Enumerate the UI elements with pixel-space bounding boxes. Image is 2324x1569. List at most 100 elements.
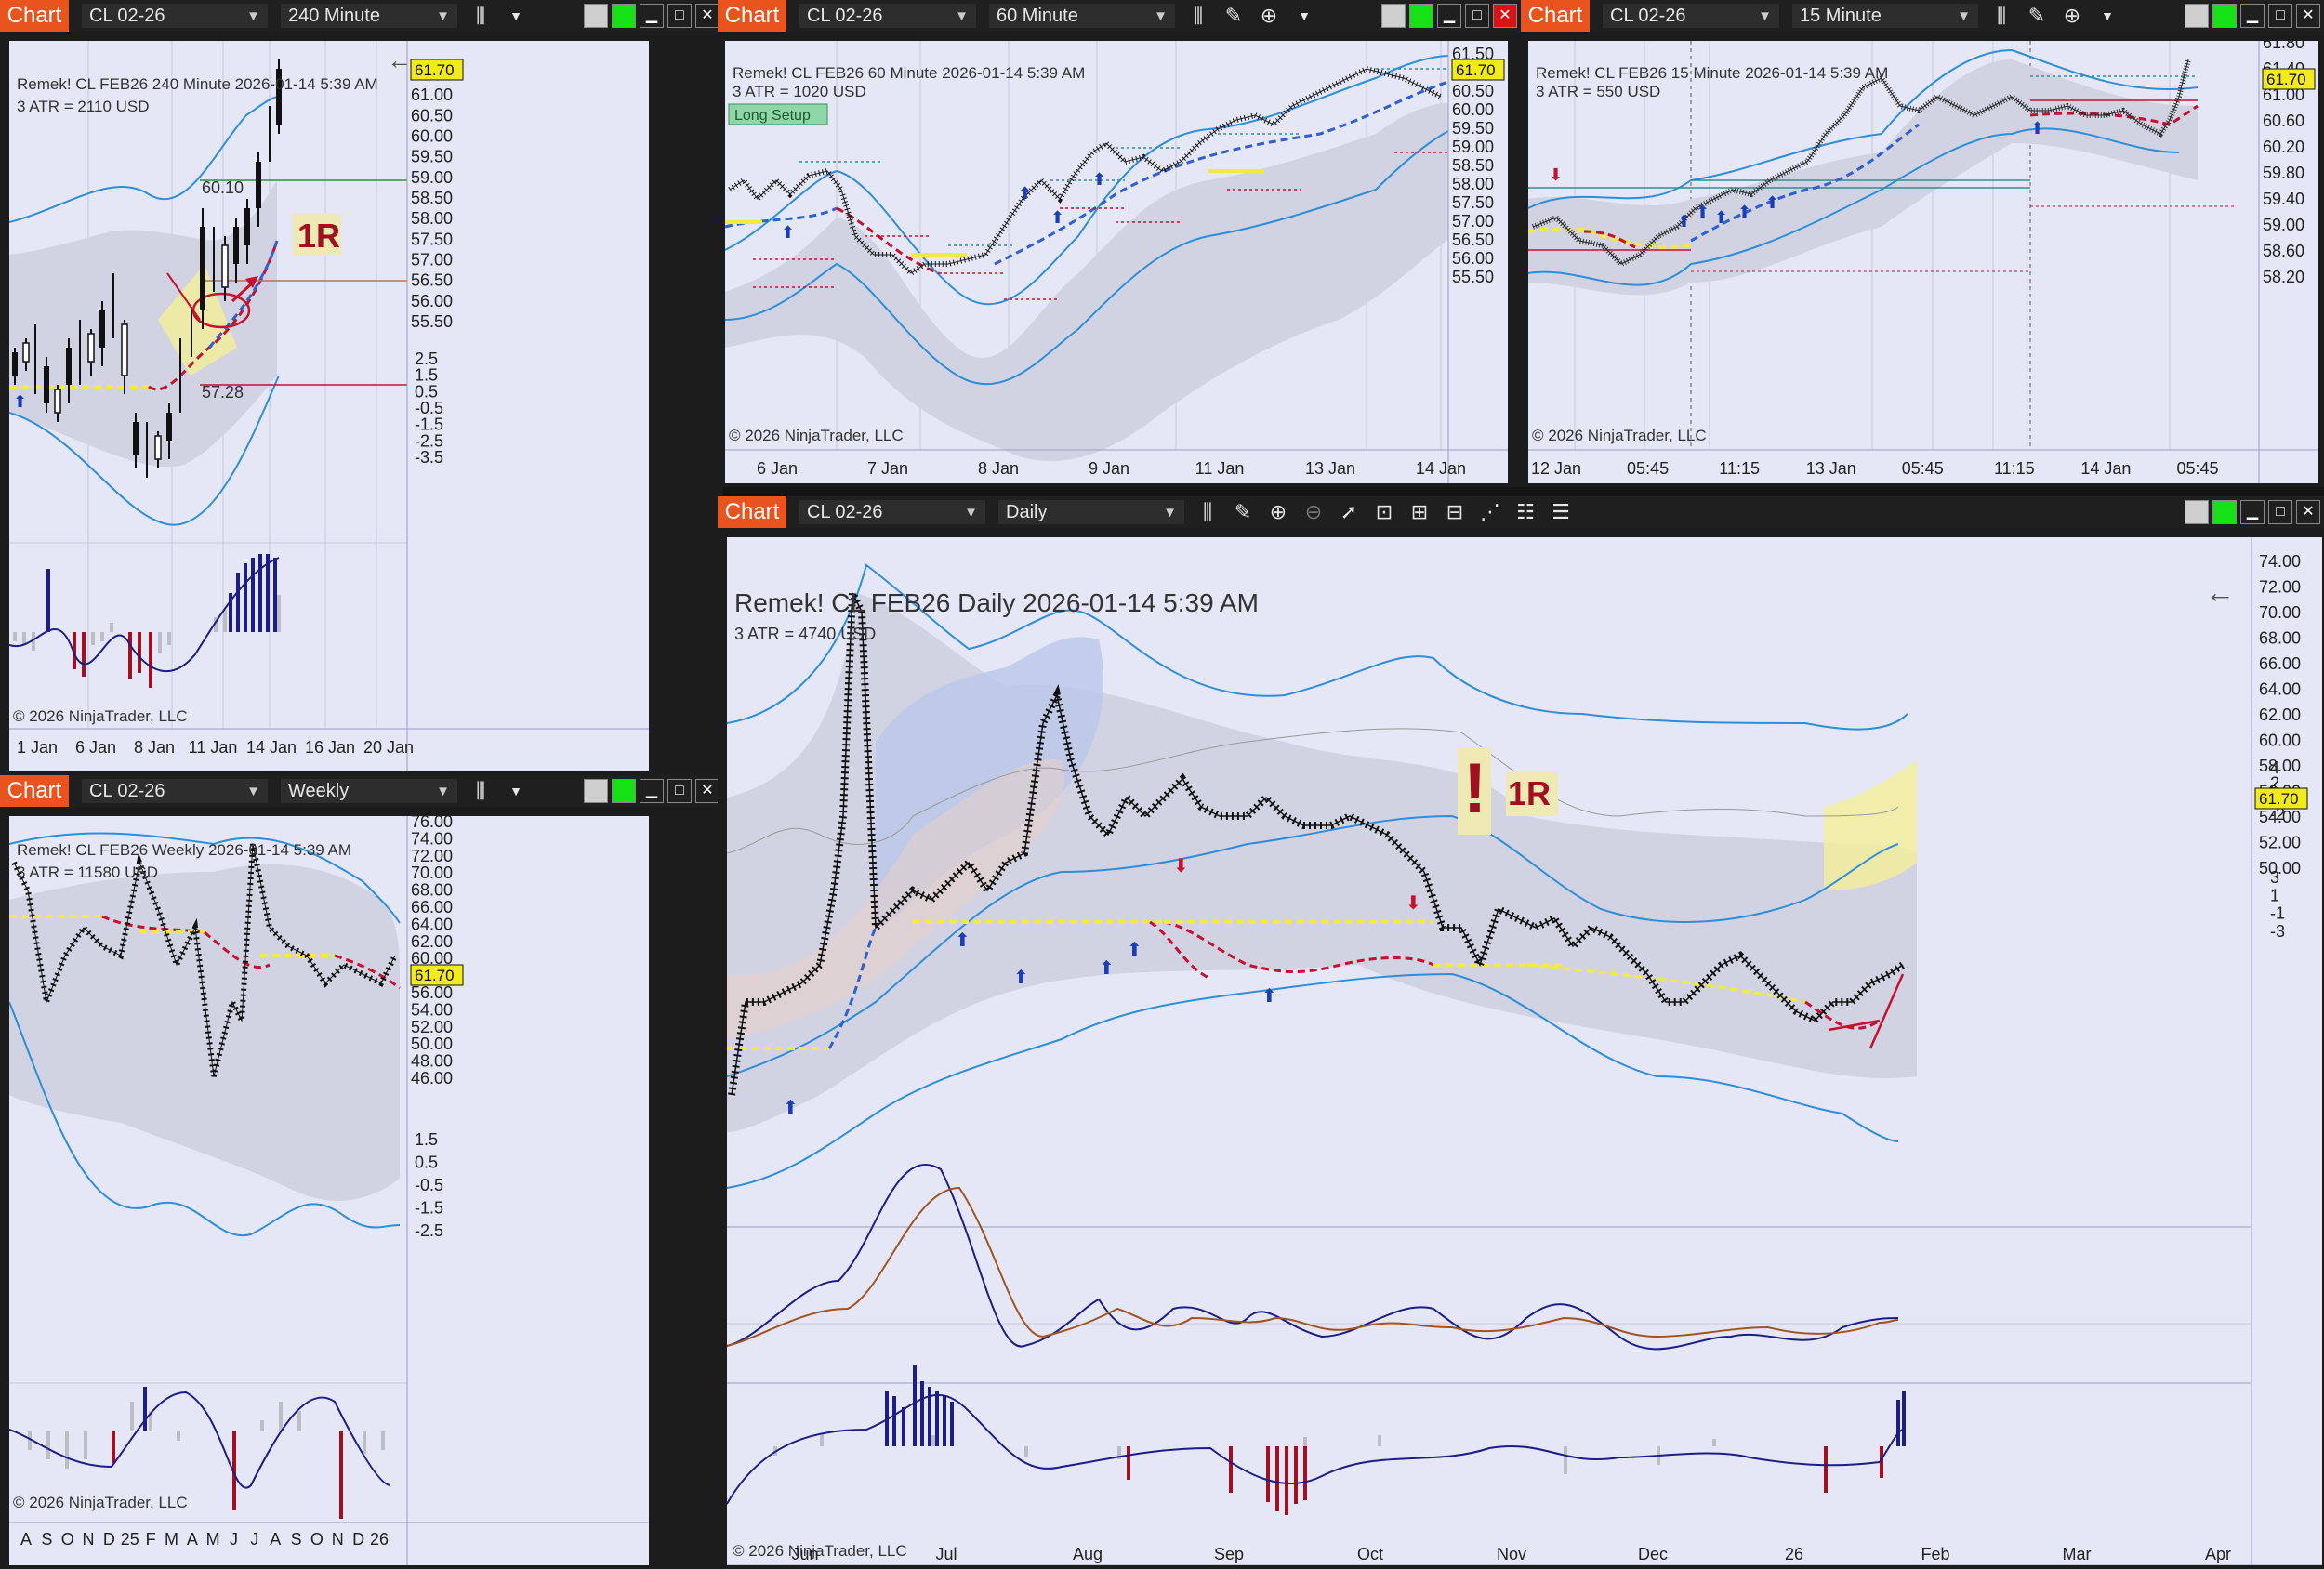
screenshot-icon[interactable]: ⊟ (1446, 500, 1464, 523)
instrument-value: CL 02-26 (807, 501, 883, 522)
axis-tick-label: O (310, 1530, 324, 1549)
axis-tick-label: 56.00 (411, 983, 453, 1002)
properties-icon[interactable]: ☷ (1516, 500, 1535, 523)
axis-tick-label: 59.40 (2263, 190, 2304, 208)
svg-text:⬆: ⬆ (1099, 958, 1115, 979)
axis-tick-label: J (250, 1530, 258, 1549)
close-button[interactable]: ✕ (695, 4, 720, 28)
axis-tick-label: N (332, 1530, 344, 1549)
bar-style-icon[interactable]: ⫼ (475, 779, 486, 802)
green-link-button[interactable] (612, 779, 636, 803)
chart-plot-area[interactable]: 60.10 57.28 1R ⬆ ← Remek! CL FEB26 240 M… (9, 41, 649, 771)
drawing-pencil-icon[interactable]: ✎ (1224, 4, 1243, 27)
chart-plot-area[interactable]: Remek! CL FEB26 Weekly 2026-01-14 5:39 A… (9, 816, 649, 1565)
chart-menu-button[interactable]: Chart (1521, 0, 1590, 32)
chart-window-240min: Chart CL 02-26 ▼ 240 Minute ▼ ⫼ ▼ ▁ □ ✕ 60… (0, 0, 723, 775)
zoom-in-icon[interactable]: ⊕ (1260, 4, 1278, 27)
chart-title: Remek! CL FEB26 15 Minute 2026-01-14 5:3… (1536, 64, 1888, 82)
timeframe-selector[interactable]: Daily ▼ (998, 500, 1184, 524)
instrument-selector[interactable]: CL 02-26 ▼ (82, 4, 268, 28)
green-link-button[interactable] (612, 4, 636, 28)
chart-menu-button[interactable]: Chart (0, 0, 69, 32)
zoom-in-icon[interactable]: ⊕ (1269, 500, 1287, 523)
axis-tick-label: Sep (1214, 1545, 1244, 1563)
close-button[interactable]: ✕ (2296, 4, 2320, 28)
minimize-button[interactable]: ▁ (2240, 4, 2265, 28)
axis-tick-label: 8 Jan (134, 738, 175, 757)
instrument-selector[interactable]: CL 02-26 ▼ (82, 779, 268, 803)
green-link-button[interactable] (1409, 4, 1433, 28)
data-box-icon[interactable]: ⊡ (1375, 500, 1393, 523)
indicators-list-icon[interactable]: ☰ (1552, 500, 1570, 523)
axis-tick-label: 60.50 (1452, 82, 1494, 100)
axis-tick-label: 50.00 (2259, 859, 2301, 877)
maximize-button[interactable]: □ (667, 779, 692, 803)
instrument-selector[interactable]: CL 02-26 ▼ (1603, 4, 1779, 28)
oscillator-histogram (727, 1365, 1906, 1515)
dropdown-arrow-icon[interactable]: ▼ (1298, 8, 1311, 23)
chart-trader-icon[interactable]: ⊞ (1410, 500, 1429, 523)
close-button[interactable]: ✕ (2296, 500, 2320, 524)
window-controls: ▁ □ ✕ (584, 4, 720, 28)
zoom-in-icon[interactable]: ⊕ (2063, 4, 2081, 27)
svg-text:⬆: ⬆ (1261, 986, 1277, 1007)
chart-plot-area[interactable]: ⬆ ⬆ ⬆ ⬆ ⬆ ⬆ ⬇ ⬇ ! 1R Remek! CL FEB26 Daily 202… (727, 537, 2322, 1565)
axis-tick-label: 59.50 (1452, 119, 1494, 138)
instrument-selector[interactable]: CL 02-26 ▼ (799, 4, 976, 28)
close-button[interactable]: ✕ (1493, 4, 1517, 28)
bar-style-icon[interactable]: ⫼ (1193, 4, 1204, 27)
timeframe-selector[interactable]: 60 Minute ▼ (989, 4, 1175, 28)
bar-style-icon[interactable]: ⫼ (1996, 4, 2007, 27)
svg-text:⬆: ⬆ (1696, 203, 1710, 221)
green-link-button[interactable] (2212, 4, 2237, 28)
gray-link-button[interactable] (1381, 4, 1406, 28)
axis-tick-label: 76.00 (411, 816, 453, 831)
drawing-pencil-icon[interactable]: ✎ (1234, 500, 1252, 523)
maximize-button[interactable]: □ (2268, 4, 2292, 28)
gray-link-button[interactable] (2185, 4, 2209, 28)
axis-tick-label: D (103, 1530, 115, 1549)
timeframe-selector[interactable]: Weekly ▼ (281, 779, 457, 803)
dropdown-arrow-icon[interactable]: ▼ (509, 8, 522, 23)
dropdown-arrow-icon[interactable]: ▼ (2101, 8, 2114, 23)
maximize-button[interactable]: □ (2268, 500, 2292, 524)
zoom-out-icon[interactable]: ⊖ (1304, 500, 1323, 523)
chart-menu-button[interactable]: Chart (0, 775, 69, 807)
maximize-button[interactable]: □ (1465, 4, 1489, 28)
gray-link-button[interactable] (2185, 500, 2209, 524)
axis-tick-label: -1.5 (415, 1199, 443, 1218)
time-axis: 6 Jan 7 Jan 8 Jan 9 Jan 11 Jan 13 Jan 14 Jan (757, 459, 1466, 478)
green-link-button[interactable] (2212, 500, 2237, 524)
bar-style-icon[interactable]: ⫼ (475, 4, 486, 27)
back-arrow-icon[interactable]: ← (2205, 575, 2235, 609)
timeframe-selector[interactable]: 15 Minute ▼ (1792, 4, 1978, 28)
maximize-button[interactable]: □ (667, 4, 692, 28)
gray-link-button[interactable] (584, 4, 608, 28)
chart-menu-button[interactable]: Chart (718, 496, 786, 528)
last-price-label: 61.70 (2259, 790, 2299, 808)
instrument-selector[interactable]: CL 02-26 ▼ (799, 500, 985, 524)
minimize-button[interactable]: ▁ (640, 779, 664, 803)
chart-window-weekly: Chart CL 02-26 ▼ Weekly ▼ ⫼ ▼ ▁ □ ✕ Remek!… (0, 775, 723, 1569)
chart-menu-button[interactable]: Chart (718, 0, 786, 32)
svg-text:⬆: ⬆ (1677, 212, 1691, 231)
strategies-icon[interactable]: ⋰ (1480, 500, 1500, 523)
dropdown-arrow-icon[interactable]: ▼ (509, 784, 522, 798)
drawing-pencil-icon[interactable]: ✎ (2027, 4, 2046, 27)
chart-plot-area[interactable]: ⬆ ⬆ ⬆ ⬆ Remek! CL FEB26 60 Minute 2026-01-1… (725, 41, 1508, 483)
axis-tick-label: A (187, 1530, 198, 1549)
gray-link-button[interactable] (584, 779, 608, 803)
axis-tick-label: -1 (2270, 904, 2285, 923)
minimize-button[interactable]: ▁ (640, 4, 664, 28)
timeframe-selector[interactable]: 240 Minute ▼ (281, 4, 457, 28)
minimize-button[interactable]: ▁ (2240, 500, 2265, 524)
chart-plot-area[interactable]: ⬆ ⬆ ⬆ ⬆ ⬆ ⬆ ⬇ Remek! CL FEB26 15 Minute 2026-… (1528, 41, 2318, 483)
axis-tick-label: -3.5 (415, 448, 443, 467)
pointer-icon[interactable]: ➚ (1340, 500, 1358, 523)
axis-tick-label: 3 (2270, 868, 2279, 887)
bar-style-icon[interactable]: ⫼ (1202, 500, 1213, 523)
window-controls: ▁ □ ✕ (584, 779, 720, 803)
axis-tick-label: 52.00 (411, 1018, 453, 1036)
close-button[interactable]: ✕ (695, 779, 720, 803)
minimize-button[interactable]: ▁ (1437, 4, 1461, 28)
